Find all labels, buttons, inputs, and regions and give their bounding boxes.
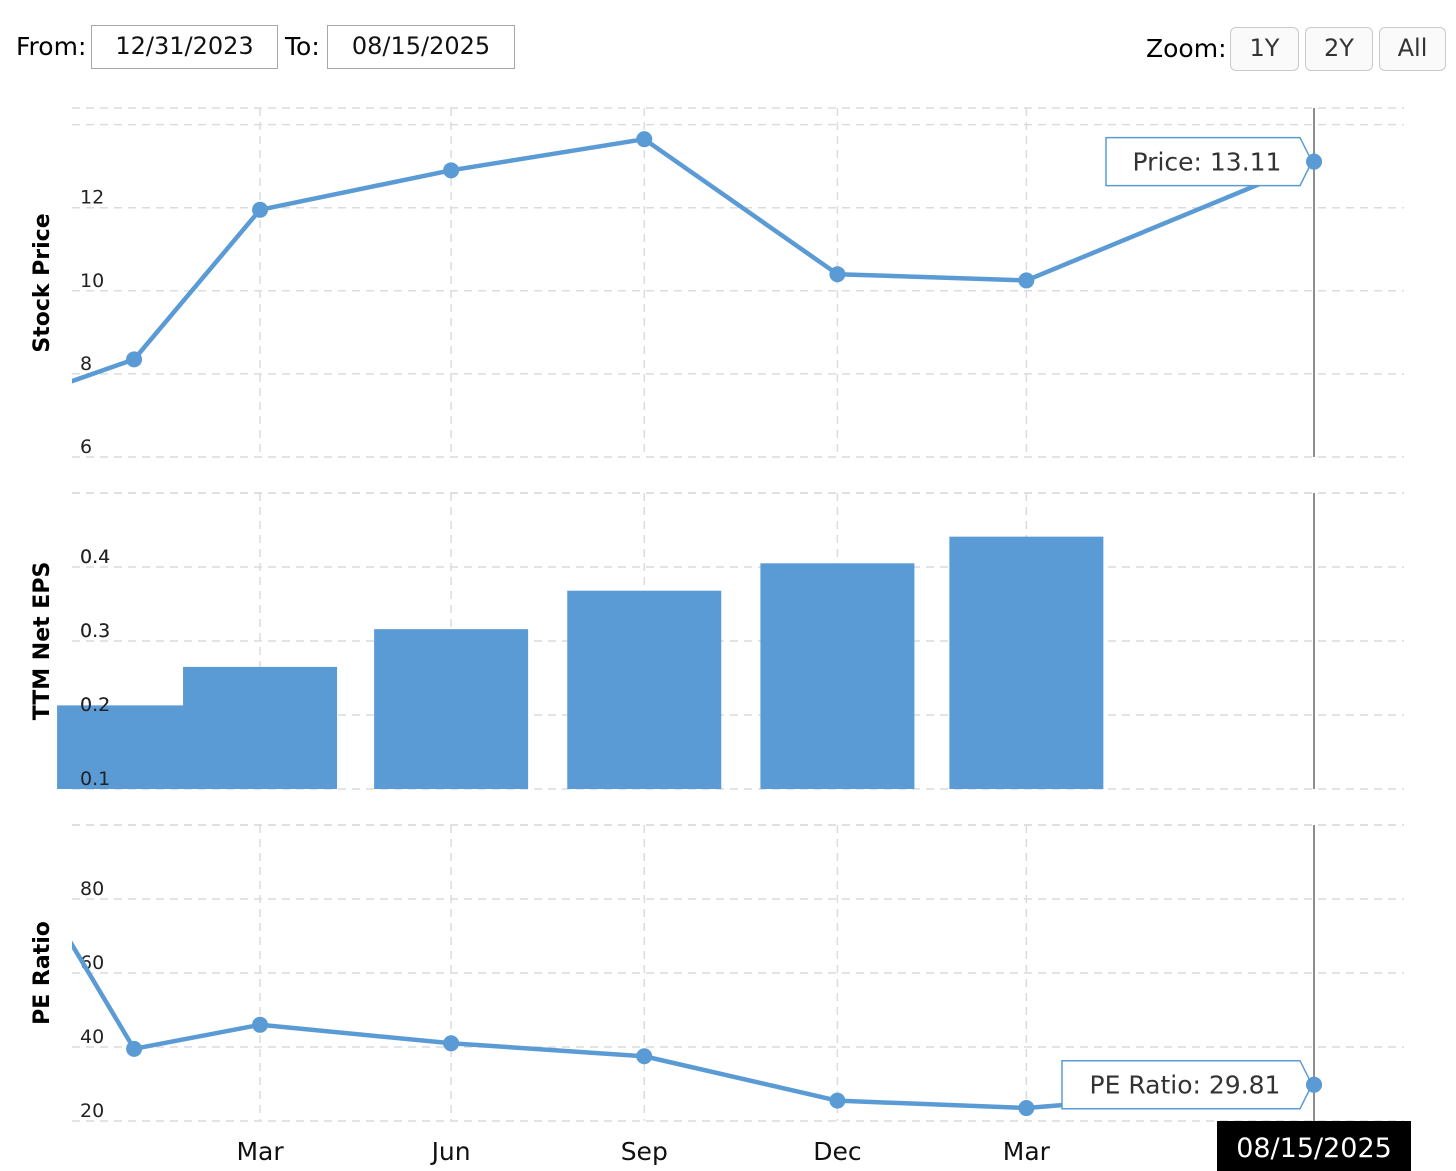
y-tick-label: 0.3	[80, 620, 110, 642]
eps-bar	[183, 666, 338, 789]
eps-bar	[567, 590, 722, 789]
data-point[interactable]	[829, 1092, 846, 1109]
y-tick-label: 6	[80, 436, 92, 458]
tooltip-box	[1105, 136, 1313, 187]
tooltip: Price: 13.11	[1105, 136, 1313, 187]
y-tick-label-overlay: 0.3	[80, 620, 110, 642]
data-point[interactable]	[252, 1016, 269, 1033]
y-tick-label-overlay: 0.4	[80, 546, 110, 568]
data-point[interactable]	[1018, 272, 1035, 289]
highlight-point	[1306, 1076, 1322, 1093]
x-tick-label: Dec	[813, 1137, 861, 1166]
data-point[interactable]	[636, 131, 653, 148]
tooltip: PE Ratio: 29.81	[1061, 1059, 1313, 1110]
series-group	[72, 136, 1315, 384]
zoom-1y-button[interactable]: 1Y	[1230, 27, 1299, 71]
eps-bar	[374, 629, 529, 789]
tooltip-text: Price: 13.11	[1133, 148, 1282, 177]
panel-stock-price: 6 8 10 12 Stock Price Price: 13.11	[30, 107, 1404, 458]
to-label: To:	[285, 32, 320, 61]
y-axis-title: Stock Price	[30, 213, 55, 352]
tooltip-text: PE Ratio: 29.81	[1090, 1071, 1281, 1100]
from-label: From:	[16, 32, 87, 61]
y-axis-title: TTM Net EPS	[30, 562, 55, 721]
y-tick-label: 8	[80, 353, 92, 375]
series-line	[72, 136, 1315, 384]
data-point[interactable]	[443, 162, 460, 179]
toolbar: From: 12/31/2023 To: 08/15/2025 Zoom: 1Y…	[0, 0, 1456, 80]
series-group	[72, 940, 1315, 1111]
y-tick-label: 10	[80, 270, 104, 292]
zoom-label: Zoom:	[1146, 34, 1227, 63]
x-tick-label: Mar	[236, 1137, 284, 1166]
crosshair-date-box	[1217, 1121, 1411, 1171]
y-tick-label: 12	[80, 187, 104, 209]
data-point[interactable]	[636, 1048, 653, 1065]
tooltip-box	[1061, 1059, 1313, 1110]
data-point[interactable]	[443, 1035, 460, 1052]
data-point[interactable]	[126, 351, 143, 368]
data-point[interactable]	[1018, 1100, 1035, 1117]
series-line	[72, 940, 1315, 1111]
from-date-input[interactable]: 12/31/2023	[91, 25, 278, 69]
x-tick-label: Jun	[430, 1137, 471, 1166]
to-date-input[interactable]: 08/15/2025	[327, 25, 515, 69]
y-tick-label: 40	[80, 1026, 104, 1048]
highlight-point	[1306, 153, 1322, 170]
crosshair-date-label: 08/15/2025	[1236, 1133, 1392, 1164]
data-point[interactable]	[252, 201, 269, 218]
x-tick-label: Mar	[1003, 1137, 1051, 1166]
y-axis-title: PE Ratio	[30, 921, 55, 1025]
y-tick-label: 20	[80, 1100, 104, 1122]
eps-bar	[949, 536, 1104, 789]
x-tick-label: Sep	[621, 1137, 668, 1166]
zoom-all-button[interactable]: All	[1379, 27, 1446, 71]
data-point[interactable]	[126, 1040, 143, 1057]
data-point[interactable]	[829, 266, 846, 283]
y-tick-label: 80	[80, 878, 104, 900]
y-tick-label: 0.4	[80, 546, 110, 568]
y-tick-label-overlay: 0.2	[80, 694, 110, 716]
zoom-2y-button[interactable]: 2Y	[1305, 27, 1373, 71]
y-tick-label-overlay: 0.1	[80, 768, 110, 790]
eps-bar	[760, 563, 915, 789]
